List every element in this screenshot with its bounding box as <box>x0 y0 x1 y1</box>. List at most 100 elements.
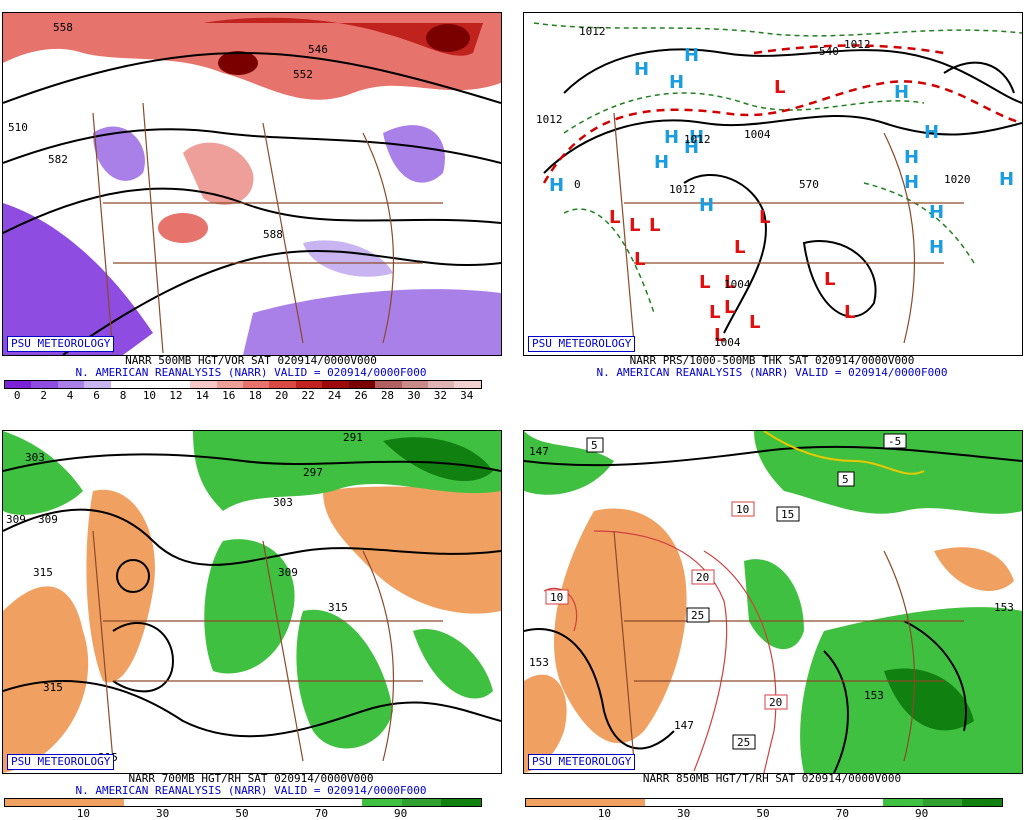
colorbar-swatch <box>526 799 566 806</box>
rh700-label-7: 291 <box>343 431 363 444</box>
thk-label-9: 1012 <box>669 183 696 196</box>
rh700-label-1: 303 <box>25 451 45 464</box>
colorbar-tick-label: 90 <box>394 807 408 820</box>
high-pressure-marker: H <box>699 195 714 216</box>
colorbar-tick-label: 4 <box>66 389 74 402</box>
vor-center-b <box>426 24 470 52</box>
temperature-label-box <box>545 589 569 605</box>
high-pressure-marker: H <box>894 82 909 103</box>
colorbar-tick-label: 24 <box>327 389 342 402</box>
panel-caption: NARR 850MB HGT/T/RH SAT 020914/0000V000 <box>642 772 902 785</box>
map-700mb-rh: 303 309 309 315 315 297 291 303 309 315 … <box>2 430 502 774</box>
colorbar-tick-label: 28 <box>380 389 395 402</box>
rh700-label-5: 315 <box>43 681 63 694</box>
temperature-label: 15 <box>781 508 794 521</box>
temperature-label-box <box>776 506 800 522</box>
temperature-label: 10 <box>550 591 563 604</box>
t850-moist-central <box>744 559 804 650</box>
colorbar-swatch <box>724 799 764 806</box>
colorbar-swatch <box>401 799 442 806</box>
thk-label-4: 1012 <box>684 133 711 146</box>
colorbar-swatch <box>361 799 402 806</box>
t850-label-3: 153 <box>864 689 884 702</box>
colorbar-tick-label: 30 <box>677 807 691 820</box>
high-pressure-marker: H <box>904 172 919 193</box>
colorbar-swatch <box>203 799 243 806</box>
thickness-540-line <box>753 44 945 55</box>
low-pressure-marker: L <box>629 215 640 236</box>
colorbar-swatch <box>763 799 804 806</box>
thk-label-2: 1012 <box>844 38 871 51</box>
panel-subcaption: N. AMERICAN REANALYSIS (NARR) VALID = 02… <box>75 784 427 797</box>
vor-core-north <box>203 17 483 56</box>
colorbar-tick-label: 18 <box>248 389 262 402</box>
colorbar-swatch <box>401 381 428 388</box>
colorbar-tick-label: 70 <box>835 807 849 820</box>
rh700-label-4: 315 <box>33 566 53 579</box>
colorbar-tick-label: 70 <box>314 807 328 820</box>
colorbar-tick-label: 6 <box>93 389 100 402</box>
high-pressure-marker: H <box>634 59 649 80</box>
high-pressure-marker: H <box>684 137 699 158</box>
temperature-label: 5 <box>842 473 849 486</box>
rh700-moist-central <box>204 539 295 674</box>
colorbar-swatch <box>295 381 323 388</box>
colorbar-swatch <box>163 799 204 806</box>
low-pressure-marker: L <box>759 207 770 228</box>
temperature-label: 25 <box>691 609 704 622</box>
t850-moist-nw <box>524 431 614 495</box>
rh700-saturated-ne <box>383 437 493 481</box>
colorbar-swatch <box>922 799 963 806</box>
rh700-moist-nw <box>3 431 83 515</box>
vor-min-west <box>93 126 145 181</box>
colorbar-swatch <box>242 799 283 806</box>
low-pressure-marker: L <box>649 215 660 236</box>
psu-meteorology-badge: PSU METEOROLOGY <box>528 336 636 352</box>
colorbar-swatch <box>644 799 685 806</box>
low-pressure-marker: L <box>724 297 735 318</box>
colorbar-tick-label: 12 <box>169 389 183 402</box>
panel-subcaption: N. AMERICAN REANALYSIS (NARR) VALID = 02… <box>75 366 427 379</box>
t850-label-1: 147 <box>529 445 549 458</box>
colorbar-swatch <box>282 799 323 806</box>
colorbar-tick-label: 2 <box>40 389 47 402</box>
panel-caption: NARR 500MB HGT/VOR SAT 020914/0000V000 <box>125 354 377 367</box>
colorbar-tick-label: 22 <box>301 389 315 402</box>
low-pressure-marker: L <box>634 249 645 270</box>
panel-caption: NARR PRS/1000-500MB THK SAT 020914/0000V… <box>629 354 915 367</box>
psu-meteorology-badge: PSU METEOROLOGY <box>528 754 636 770</box>
colorbar-swatch <box>803 799 844 806</box>
colorbar-swatch <box>454 381 481 388</box>
low-pressure-marker: L <box>774 77 785 98</box>
t850-field: 5 -5 5 15 10 10 20 25 20 25 147 153 153 153 147 <box>524 431 1022 773</box>
colorbar-swatch <box>5 381 32 388</box>
panel-500mb-vorticity: 558 546 552 510 582 588 PSU METEOROLOGY … <box>0 0 502 402</box>
colorbar-tick-label: 30 <box>156 807 170 820</box>
vorticity-colorbar <box>4 380 482 389</box>
low-pressure-marker: L <box>734 237 745 258</box>
map-500mb-vorticity: 558 546 552 510 582 588 PSU METEOROLOGY <box>2 12 502 356</box>
high-pressure-marker: H <box>689 127 704 148</box>
rh700-moist-atlantic <box>413 629 493 699</box>
high-pressure-marker: H <box>669 72 684 93</box>
vor-sw <box>158 213 208 243</box>
thk-label-11: 540 <box>819 45 839 58</box>
colorbar-tick-label: 14 <box>195 389 209 402</box>
high-pressure-marker: H <box>924 122 939 143</box>
colorbar-swatch <box>962 799 1002 806</box>
high-pressure-marker: H <box>929 202 944 223</box>
rh700-label-6: 297 <box>303 466 323 479</box>
temperature-label-box <box>686 607 710 623</box>
low-pressure-marker: L <box>714 325 725 346</box>
colorbar-tick-label: 30 <box>407 389 421 402</box>
panel-caption: NARR 700MB HGT/RH SAT 020914/0000V000 <box>128 772 374 785</box>
thk-label-10: 570 <box>799 178 819 191</box>
rh700-dry-east <box>323 486 501 614</box>
colorbar-swatch <box>565 799 606 806</box>
rh700-label-2: 309 <box>6 513 26 526</box>
temperature-label-box <box>764 694 788 710</box>
temperature-label-box <box>586 437 604 453</box>
colorbar-swatch <box>882 799 923 806</box>
thk-label-6: 1004 <box>724 278 751 291</box>
